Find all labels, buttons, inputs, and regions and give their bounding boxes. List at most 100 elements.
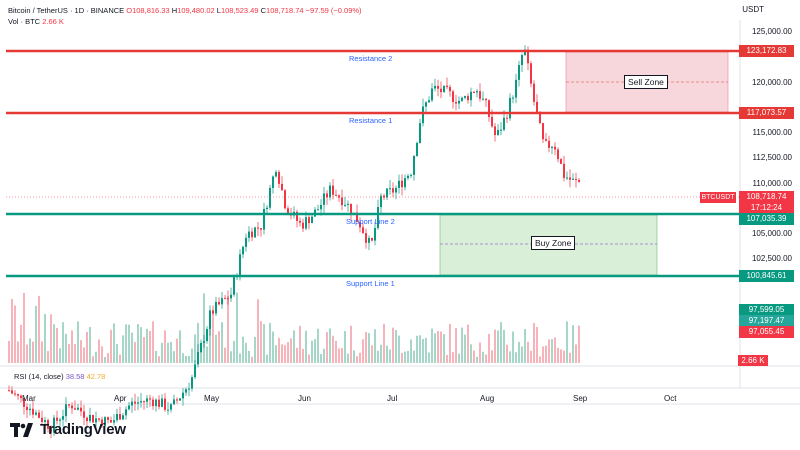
candle-body — [464, 95, 466, 98]
volume-bar — [8, 340, 10, 363]
candle-body — [260, 228, 262, 230]
volume-bar — [392, 327, 394, 363]
candle-body — [26, 406, 28, 411]
volume-bar — [368, 333, 370, 363]
resistance-1-label: Resistance 1 — [349, 116, 393, 125]
candle-body — [416, 142, 418, 156]
candle-body — [263, 208, 265, 230]
volume-bar — [86, 331, 88, 363]
volume-bar — [173, 351, 175, 363]
candle-body — [338, 195, 340, 198]
tradingview-logo[interactable]: TradingView — [10, 421, 126, 438]
volume-bar — [26, 344, 28, 363]
symbol-title[interactable]: Bitcoin / TetherUS · 1D · BINANCE — [8, 6, 125, 15]
volume-bar — [569, 352, 571, 363]
support-2-label: Support Line 2 — [346, 217, 395, 226]
volume-bar — [212, 310, 214, 363]
month-label: Oct — [664, 394, 677, 403]
volume-bar — [251, 356, 253, 363]
candle-body — [119, 414, 121, 420]
candle-body — [386, 188, 388, 198]
volume-bar — [113, 323, 115, 363]
sell-zone-label: Sell Zone — [624, 75, 668, 89]
volume-bar — [431, 328, 433, 363]
candle-body — [275, 172, 277, 177]
candle-body — [248, 231, 250, 238]
month-label: Apr — [114, 394, 127, 403]
volume-bar — [92, 356, 94, 363]
rsi-legend[interactable]: RSI (14, close) 38.58 42.78 — [14, 372, 105, 381]
candle-body — [188, 388, 190, 390]
volume-bar — [545, 345, 547, 363]
currency-label[interactable]: USDT — [742, 5, 764, 14]
candle-body — [344, 204, 346, 206]
axis-price-label: 112,500.00 — [752, 153, 792, 162]
candle-body — [146, 398, 148, 402]
volume-bar — [524, 328, 526, 363]
volume-bar — [380, 344, 382, 363]
candle-body — [518, 65, 520, 80]
candle-body — [167, 409, 169, 411]
volume-bar — [155, 350, 157, 363]
candle-body — [452, 91, 454, 102]
axis-price-label: 102,500.00 — [751, 254, 792, 263]
volume-bar — [281, 344, 283, 363]
volume-bar — [509, 351, 511, 363]
volume-bar — [170, 341, 172, 363]
candle-body — [65, 404, 67, 417]
volume-bar — [293, 330, 295, 363]
ticker-tag: BTCUSDT — [700, 192, 736, 203]
candle-body — [455, 101, 457, 104]
candle-body — [185, 389, 187, 393]
volume-bar — [308, 354, 310, 363]
candle-body — [335, 194, 337, 196]
candle-body — [413, 155, 415, 175]
candle-body — [266, 207, 268, 209]
candle-body — [41, 417, 43, 422]
candle-body — [485, 98, 487, 101]
candle-body — [377, 206, 379, 229]
volume-value: 2.66 K — [42, 17, 64, 26]
volume-bar — [287, 342, 289, 363]
buy-zone-label: Buy Zone — [531, 236, 576, 250]
chart-legend: Bitcoin / TetherUS · 1D · BINANCE O108,8… — [8, 5, 362, 27]
volume-bar — [17, 341, 19, 363]
candle-body — [113, 420, 115, 423]
volume-bar — [80, 340, 82, 363]
volume-bar — [491, 350, 493, 363]
candle-body — [578, 179, 580, 182]
volume-bar — [215, 334, 217, 363]
volume-bar — [371, 345, 373, 363]
candle-body — [239, 254, 241, 277]
volume-bar — [248, 350, 250, 363]
volume-bar — [116, 344, 118, 363]
volume-bar — [218, 331, 220, 363]
volume-bar — [266, 354, 268, 363]
candle-body — [572, 178, 574, 180]
volume-bar — [527, 341, 529, 363]
high-label: H — [171, 6, 178, 15]
volume-bar — [356, 356, 358, 363]
volume-bar — [98, 339, 100, 363]
volume-bar — [473, 350, 475, 363]
volume-bar — [167, 342, 169, 363]
candle-body — [311, 216, 313, 224]
candle-body — [101, 419, 103, 426]
candle-body — [224, 298, 226, 300]
candle-body — [182, 392, 184, 399]
candle-body — [356, 212, 358, 222]
candle-body — [191, 377, 193, 389]
volume-bar — [560, 349, 562, 363]
candle-body — [305, 217, 307, 229]
volume-bar — [536, 327, 538, 363]
volume-bar — [182, 353, 184, 363]
candle-body — [149, 398, 151, 400]
volume-bar — [290, 338, 292, 363]
volume-bar — [548, 339, 550, 363]
volume-bar — [128, 324, 130, 363]
volume-bar — [23, 292, 25, 363]
volume-bar — [326, 332, 328, 363]
candle-body — [83, 411, 85, 418]
tradingview-logo-icon — [10, 422, 33, 437]
